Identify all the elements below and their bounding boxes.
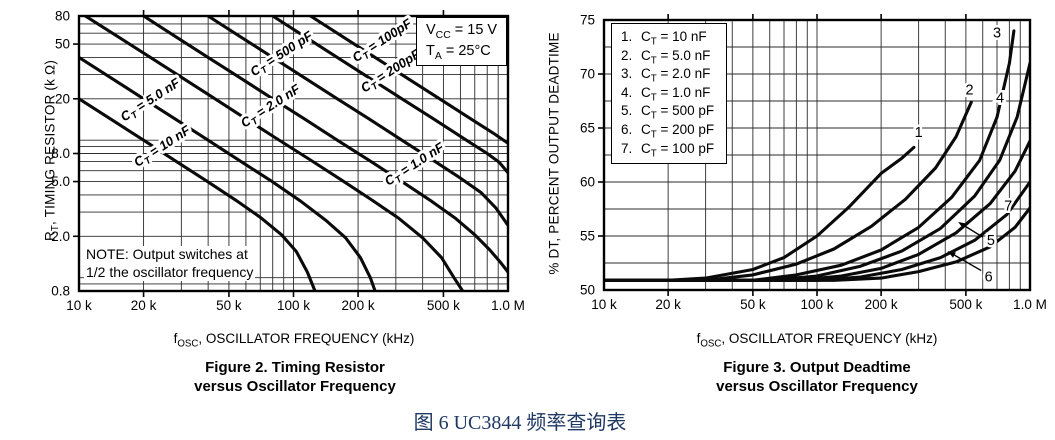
y-tick-label: 80 <box>55 9 70 24</box>
curve-3 <box>604 29 1016 282</box>
label-arrow-head-6 <box>947 251 956 258</box>
x-tick-label: 200 k <box>342 298 375 313</box>
curve-number-label-4: 4 <box>996 90 1004 106</box>
figure3-x-axis-label: fOSC, OSCILLATOR FREQUENCY (kHz) <box>696 331 938 350</box>
legend-item: 3. CT = 2.0 nF <box>621 66 711 85</box>
legend-item: 4. CT = 1.0 nF <box>621 84 711 104</box>
label-arrow-line-5 <box>964 225 984 238</box>
curve-ct-5-0-nf <box>79 55 377 291</box>
figure3-caption: Figure 3. Output Deadtime versus Oscilla… <box>617 358 1017 396</box>
legend-item: 6. CT = 200 pF <box>621 121 715 141</box>
y-axis-label-subscript: T <box>50 224 62 232</box>
label-arrow-head-5 <box>958 221 967 229</box>
curve-7 <box>604 206 1030 282</box>
y-axis-label-text: R <box>42 231 58 242</box>
y-tick-label: 50 <box>55 37 70 52</box>
y-tick-label: 2.0 <box>51 229 70 244</box>
y-tick-label: 60 <box>580 175 595 190</box>
curve-ct-10-nf <box>79 97 317 291</box>
y-tick-label: 0.8 <box>51 284 70 299</box>
tick-labels: 10 k 20 k 50 k 100 k 200 k 500 k 1.0 M 80 50 20 8.… <box>51 9 525 314</box>
x-tick-label: 200 k <box>865 297 898 312</box>
condition-ta: TA = 25°C <box>426 43 491 62</box>
curve-label--500-pf: CT = 500 pF <box>247 27 317 81</box>
x-tick-label: 100 k <box>277 298 310 313</box>
curve-ct-2-0-nf <box>83 16 465 291</box>
curve-number-label-3: 3 <box>993 25 1001 41</box>
tick-labels: 10 k 20 k 50 k 100 k 200 k 500 k 1.0 M75706560… <box>580 13 1047 313</box>
figure2-chart-canvas: 10 k 20 k 50 k 100 k 200 k 500 k 1.0 M 80 50 20 8.… <box>51 9 525 314</box>
y-tick-label: 65 <box>580 121 595 136</box>
curve-1 <box>604 145 916 282</box>
curve-number-label-2: 2 <box>965 83 973 99</box>
x-tick-label: 1.0 M <box>491 298 525 313</box>
x-tick-label: 50 k <box>740 297 766 312</box>
x-tick-label: 500 k <box>949 297 982 312</box>
curve-2 <box>604 100 973 282</box>
figure2-y-axis-label: RT, TIMING RESISTOR (k Ω) <box>42 0 62 311</box>
tick-marks <box>73 10 445 297</box>
figure3-legend: 1. CT = 10 nF 2. CT = 5.0 nF 3. CT = 2.0 nF 4.… <box>611 23 728 165</box>
curve-ct-500-pf <box>206 16 508 227</box>
figure2-caption-line2: versus Oscillator Frequency <box>194 378 396 395</box>
legend-item: 5. CT = 500 pF <box>621 103 715 123</box>
figure2-x-axis-label: fOSC, OSCILLATOR FREQUENCY (kHz) <box>173 331 415 350</box>
y-tick-label: 55 <box>580 229 595 244</box>
curve-ct-100pf <box>308 16 508 145</box>
legend-item: 2. CT = 5.0 nF <box>621 47 711 67</box>
y-tick-label: 5.0 <box>51 174 70 189</box>
curve-number-label-7: 7 <box>1004 198 1012 214</box>
curves <box>604 29 1030 282</box>
figure2-caption: Figure 2. Timing Resistor versus Oscilla… <box>95 358 495 396</box>
curve-label--2-0-nf: CT = 2.0 nF <box>238 81 305 133</box>
curves <box>79 16 508 291</box>
y-tick-label: 75 <box>580 13 595 28</box>
x-tick-label: 1.0 M <box>1013 297 1047 312</box>
figure3-caption-line1: Figure 3. Output Deadtime <box>723 359 911 376</box>
label-arrow-line-6 <box>954 254 982 272</box>
curve-number-label-5: 5 <box>987 233 995 249</box>
x-tick-label: 50 k <box>216 298 242 313</box>
tick-marks <box>598 14 967 296</box>
figure2-caption-line1: Figure 2. Timing Resistor <box>205 359 385 376</box>
x-tick-label: 10 k <box>591 297 617 312</box>
y-axis-label-text: % DT, PERCENT OUTPUT DEADTIME <box>546 32 562 275</box>
figure2-note: NOTE: Output switches at 1/2 the oscilla… <box>84 246 256 281</box>
curve-label--10-nf: CT = 10 nF <box>131 122 195 173</box>
y-axis-label-text: , TIMING RESISTOR (k Ω) <box>42 59 58 225</box>
note-line: 1/2 the oscillator frequency <box>86 263 254 280</box>
figure3-chart-canvas: 10 k 20 k 50 k 100 k 200 k 500 k 1.0 M75706560… <box>580 13 1047 313</box>
legend-item: 1. CT = 10 nF <box>621 29 707 48</box>
figure3-caption-line2: versus Oscillator Frequency <box>716 378 918 395</box>
y-tick-label: 8.0 <box>51 146 70 161</box>
x-tick-label: 100 k <box>800 297 833 312</box>
figure2-conditions-box: VCC = 15 V TA = 25°C <box>416 17 508 66</box>
x-tick-label: 20 k <box>131 298 157 313</box>
note-line: NOTE: Output switches at <box>86 246 248 262</box>
condition-vcc: VCC = 15 V <box>426 22 498 41</box>
legend-item: 7. CT = 100 pF <box>621 140 715 160</box>
page-caption: 图 6 UC3844 频率查询表 <box>413 412 627 434</box>
curve-4 <box>604 61 1030 282</box>
y-tick-label: 70 <box>580 67 595 82</box>
y-tick-label: 50 <box>580 283 595 298</box>
curve-ct-1-0-nf <box>142 16 508 274</box>
figure3-y-axis-label: % DT, PERCENT OUTPUT DEADTIME <box>547 0 562 314</box>
curve-number-label-6: 6 <box>985 270 993 286</box>
x-tick-label: 10 k <box>66 298 92 313</box>
curve-number-label-1: 1 <box>915 125 923 141</box>
curve-ct-200pf <box>271 16 508 175</box>
y-tick-label: 20 <box>55 91 70 106</box>
x-tick-label: 500 k <box>427 298 460 313</box>
x-tick-label: 20 k <box>655 297 681 312</box>
